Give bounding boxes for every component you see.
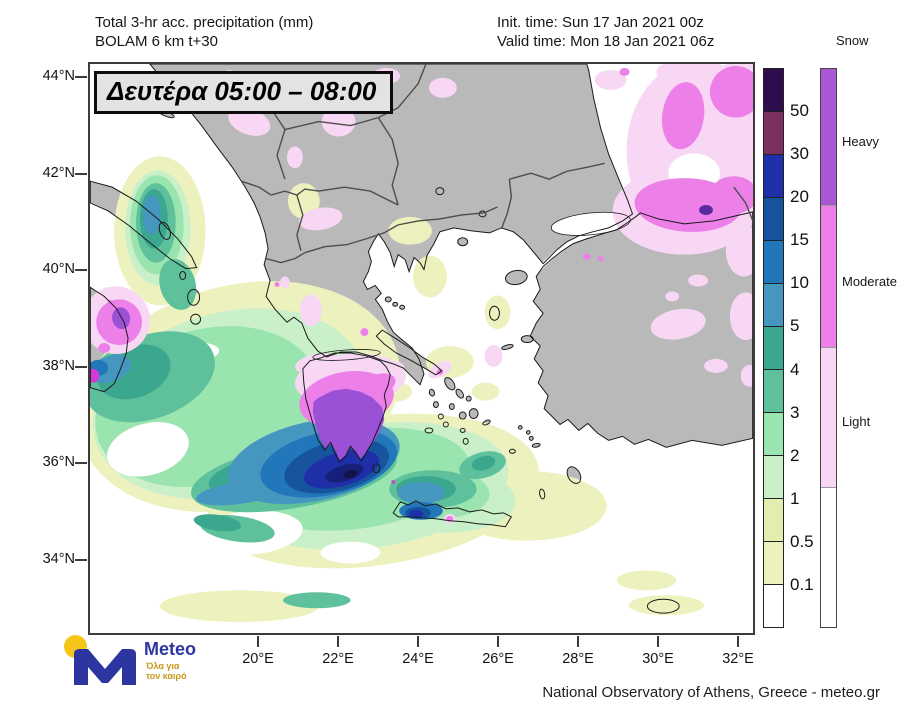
attribution-text: National Observatory of Athens, Greece -… xyxy=(542,684,880,701)
precip-colorbar-segment xyxy=(764,541,783,584)
title-line-1: Total 3-hr acc. precipitation (mm) xyxy=(95,14,314,31)
precip-colorbar-segment xyxy=(764,412,783,455)
sea-of-marmara xyxy=(551,212,631,236)
precip-colorbar-segment xyxy=(764,584,783,627)
x-axis-tick xyxy=(337,636,339,647)
precip-colorbar-label: 30 xyxy=(790,144,809,164)
precip-colorbar-label: 2 xyxy=(790,445,800,465)
dardanelles-strait xyxy=(535,241,571,273)
precip-colorbar-label: 0.5 xyxy=(790,531,814,551)
precip-colorbar-segment xyxy=(764,455,783,498)
x-axis-tick xyxy=(257,636,259,647)
precip-colorbar-segment xyxy=(764,326,783,369)
x-axis-tick xyxy=(577,636,579,647)
x-axis-label: 30°E xyxy=(642,651,674,667)
snow-colorbar xyxy=(820,68,837,628)
x-axis-label: 26°E xyxy=(482,651,514,667)
precip-colorbar-segment xyxy=(764,197,783,240)
y-axis-label: 44°N xyxy=(42,68,75,84)
country-borders xyxy=(189,64,753,264)
y-axis-tick xyxy=(75,462,87,464)
y-axis-label: 34°N xyxy=(42,551,75,567)
x-axis-label: 28°E xyxy=(562,651,594,667)
valid-time: Valid time: Mon 18 Jan 2021 06z xyxy=(497,33,715,50)
x-axis-label: 32°E xyxy=(722,651,754,667)
title-line-2: BOLAM 6 km t+30 xyxy=(95,33,218,50)
snow-colorbar-label: Light xyxy=(842,414,871,429)
x-axis-label: 20°E xyxy=(242,651,274,667)
meteo-logo-wordmark: Meteo xyxy=(144,639,197,659)
x-axis-label: 22°E xyxy=(322,651,354,667)
precip-colorbar-segment xyxy=(764,498,783,541)
x-axis-tick xyxy=(417,636,419,647)
precip-core-30-50mm xyxy=(325,463,396,485)
y-axis-label: 40°N xyxy=(42,261,75,277)
meteo-logo-tagline: Όλα για τον καιρό xyxy=(146,661,187,681)
precip-colorbar-label: 3 xyxy=(790,402,800,422)
y-axis-tick xyxy=(75,173,87,175)
meteo-logo-m-icon xyxy=(71,645,139,692)
snow-colorbar-segment xyxy=(821,69,836,205)
snow-colorbar-label: Moderate xyxy=(842,274,897,289)
precip-colorbar-label: 50 xyxy=(790,101,809,121)
precip-colorbar-segment xyxy=(764,283,783,326)
init-time: Init. time: Sun 17 Jan 2021 00z xyxy=(497,14,704,31)
map-canvas xyxy=(88,62,755,635)
precip-colorbar-segment xyxy=(764,369,783,412)
precip-colorbar-label: 0.1 xyxy=(790,574,814,594)
y-axis-tick xyxy=(75,76,87,78)
precip-colorbar-label: 10 xyxy=(790,273,809,293)
map-title: Total 3-hr acc. precipitation (mm) BOLAM … xyxy=(95,13,313,51)
y-axis-tick xyxy=(75,269,87,271)
y-axis-label: 38°N xyxy=(42,358,75,374)
run-times: Init. time: Sun 17 Jan 2021 00z Valid tim… xyxy=(497,13,714,51)
greece-precipitation-map xyxy=(90,64,753,633)
snow-colorbar-segment xyxy=(821,487,836,627)
precip-colorbar-label: 4 xyxy=(790,359,800,379)
precip-colorbar xyxy=(763,68,784,628)
y-axis-label: 36°N xyxy=(42,454,75,470)
x-axis-tick xyxy=(737,636,739,647)
snow-legend-title: Snow xyxy=(836,33,869,48)
y-axis-tick xyxy=(75,559,87,561)
x-axis-label: 24°E xyxy=(402,651,434,667)
precip-colorbar-label: 20 xyxy=(790,187,809,207)
time-window-label: Δευτέρα 05:00 – 08:00 xyxy=(94,71,394,114)
snow-moderate-spot xyxy=(90,368,100,383)
precip-colorbar-label: 1 xyxy=(790,488,800,508)
precip-colorbar-segment xyxy=(764,154,783,197)
x-axis-tick xyxy=(497,636,499,647)
inland-sea-outlines xyxy=(312,211,631,361)
precip-colorbar-label: 5 xyxy=(790,316,800,336)
precip-colorbar-segment xyxy=(764,69,783,111)
precip-colorbar-label: 15 xyxy=(790,230,809,250)
snow-colorbar-segment xyxy=(821,346,836,488)
y-axis-tick xyxy=(75,366,87,368)
x-axis-tick xyxy=(657,636,659,647)
snow-colorbar-label: Heavy xyxy=(842,134,879,149)
snow-colorbar-segment xyxy=(821,204,836,347)
precip-colorbar-segment xyxy=(764,240,783,283)
precip-colorbar-segment xyxy=(764,111,783,154)
y-axis-label: 42°N xyxy=(42,165,75,181)
